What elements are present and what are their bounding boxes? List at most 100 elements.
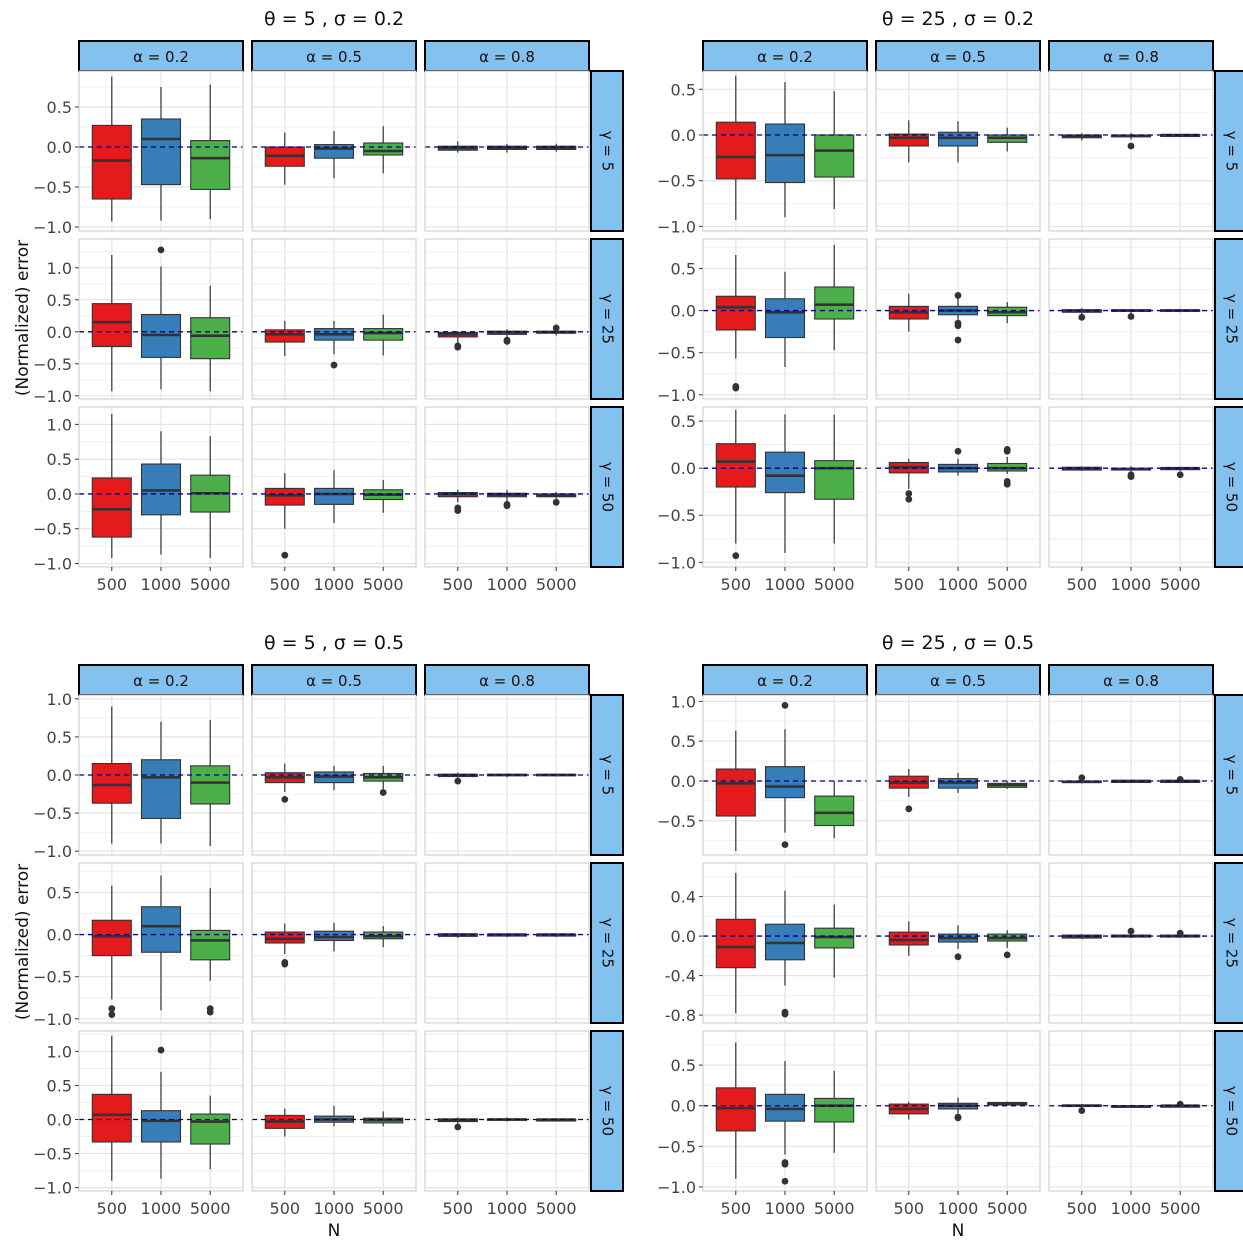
facet-panel: [251, 238, 417, 400]
panel-border: [1048, 694, 1214, 856]
facet-panel: [1048, 70, 1214, 232]
x-tick-label: 1000: [765, 1199, 806, 1218]
box-body: [888, 931, 929, 946]
x-tick-label: 1000: [765, 575, 806, 594]
box-1000: [764, 81, 806, 218]
chart-title: θ = 25 , σ = 0.5: [882, 632, 1034, 654]
y-tick-label: 0.0: [671, 302, 696, 321]
row-strip-label: γ = 5: [599, 755, 617, 796]
panel-border: [424, 238, 590, 400]
outlier-point: [157, 1046, 165, 1054]
box-body: [764, 123, 806, 184]
y-tick-label: 1.0: [47, 690, 72, 709]
facet-panel: [702, 862, 868, 1024]
y-tick-label: 0.5: [47, 291, 72, 310]
box-500: [888, 293, 929, 332]
x-tick-label: 5000: [814, 1199, 855, 1218]
column-strip-label: α = 0.5: [306, 672, 362, 690]
outlier-point: [206, 1008, 214, 1016]
outlier-point: [954, 447, 962, 455]
outlier-point: [1176, 471, 1184, 479]
box-body: [140, 118, 182, 186]
box-5000: [536, 143, 577, 152]
box-body: [140, 906, 182, 953]
outlier-point: [108, 1011, 116, 1018]
outlier-point: [1127, 927, 1135, 935]
panel-border: [875, 862, 1041, 1024]
facet-panel: [875, 1030, 1041, 1192]
x-tick-label: 5000: [1160, 1199, 1201, 1218]
y-axis-title: (Normalized) error: [13, 240, 33, 396]
facet-panel: [78, 238, 244, 400]
facet-panel: [251, 406, 417, 568]
box-1000: [764, 271, 806, 367]
x-tick-label: 500: [1067, 575, 1098, 594]
box-1000: [313, 320, 355, 369]
facet-panel: [702, 694, 868, 856]
y-tick-label: 0.5: [671, 412, 696, 431]
box-1000: [140, 1046, 182, 1179]
y-tick-label: −1.0: [33, 1179, 72, 1198]
outlier-point: [781, 1010, 789, 1018]
box-500: [715, 75, 756, 221]
x-tick-label: 500: [894, 1199, 925, 1218]
panel-border: [1048, 862, 1214, 1024]
outlier-point: [954, 292, 962, 299]
column-strip-label: α = 0.2: [133, 672, 189, 690]
box-1000: [1110, 133, 1152, 150]
box-5000: [987, 302, 1028, 324]
row-strip: [590, 862, 624, 1024]
y-tick-label: −0.5: [33, 968, 72, 987]
panel-border: [702, 862, 868, 1024]
x-tick-label: 5000: [536, 575, 577, 594]
facet-panel: [424, 406, 590, 568]
panel-border: [78, 70, 244, 232]
y-tick-label: −1.0: [657, 1178, 696, 1197]
outlier-point: [454, 777, 462, 785]
row-strip: [590, 694, 624, 856]
row-strip-label: γ = 25: [599, 294, 617, 344]
x-tick-label: 1000: [938, 1199, 979, 1218]
outlier-point: [503, 338, 511, 345]
x-tick-label: 5000: [987, 575, 1028, 594]
row-strip: [1214, 406, 1243, 568]
row-strip: [1214, 1030, 1243, 1192]
box-5000: [536, 491, 577, 506]
box-body: [764, 451, 806, 494]
box-5000: [190, 720, 231, 846]
box-500: [888, 458, 929, 503]
box-1000: [486, 143, 528, 153]
row-strip-label: γ = 25: [599, 918, 617, 968]
outlier-point: [905, 490, 913, 497]
box-500: [91, 885, 132, 1018]
y-tick-label: −0.5: [33, 355, 72, 374]
box-1000: [140, 721, 182, 844]
x-tick-label: 500: [270, 1199, 301, 1218]
outlier-point: [379, 789, 387, 796]
outlier-point: [1127, 313, 1135, 320]
outlier-point: [454, 343, 462, 351]
y-tick-label: −1.0: [33, 1010, 72, 1029]
facet-panel: [424, 70, 590, 232]
box-5000: [814, 904, 855, 978]
row-strip: [590, 238, 624, 400]
x-tick-label: 500: [97, 575, 128, 594]
outlier-point: [1078, 774, 1086, 782]
column-strip-label: α = 0.8: [479, 48, 535, 66]
facet-panel: [875, 862, 1041, 1024]
chart-title: θ = 5 , σ = 0.2: [264, 8, 404, 30]
box-5000: [987, 127, 1028, 152]
x-tick-label: 5000: [1160, 575, 1201, 594]
box-body: [91, 477, 132, 538]
outlier-point: [1127, 473, 1135, 481]
y-tick-label: 0.5: [47, 883, 72, 902]
panel-border: [875, 694, 1041, 856]
x-tick-label: 1000: [1111, 1199, 1152, 1218]
x-tick-label: 500: [443, 1199, 474, 1218]
x-tick-label: 1000: [141, 1199, 182, 1218]
facet-panel: [702, 70, 868, 232]
column-strip-label: α = 0.2: [133, 48, 189, 66]
panel-border: [424, 70, 590, 232]
y-axis-title: (Normalized) error: [13, 864, 33, 1020]
